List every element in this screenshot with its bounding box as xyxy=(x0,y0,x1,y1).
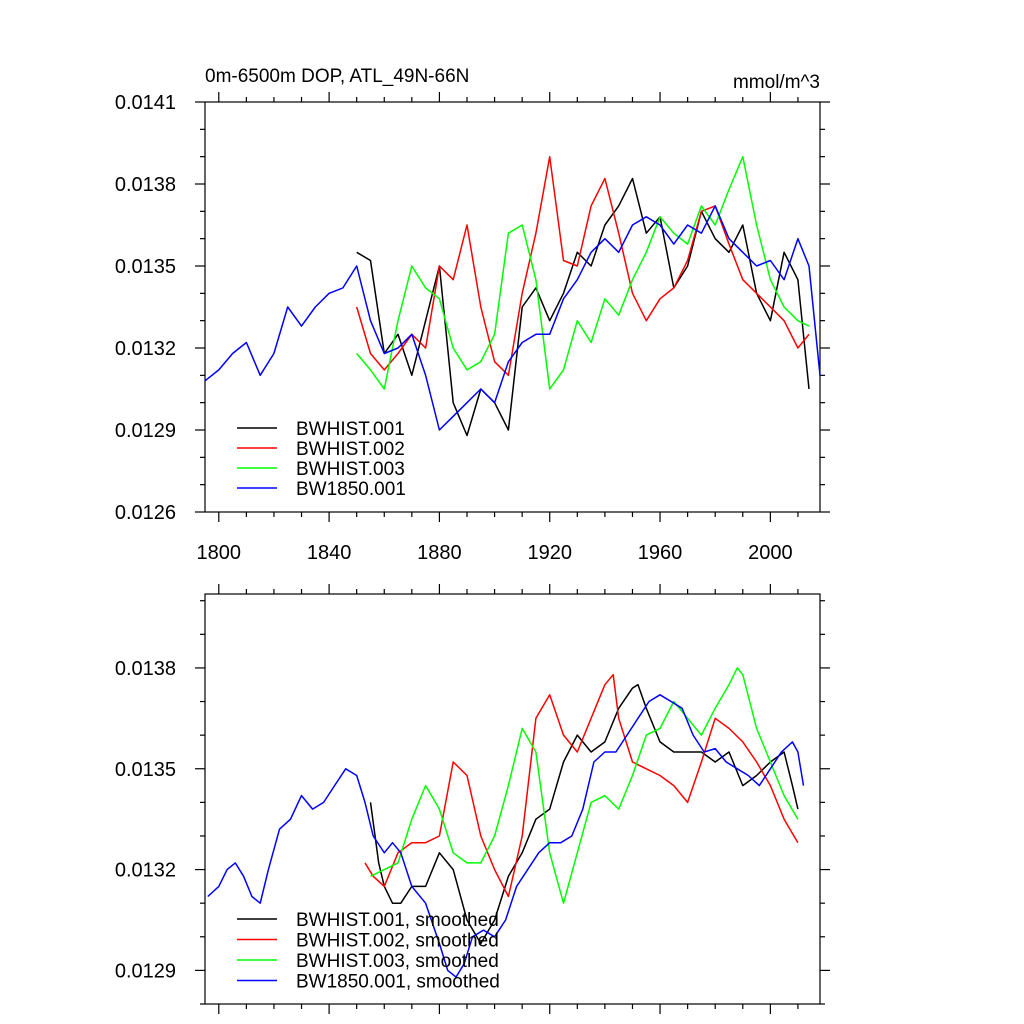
top-plot-frame xyxy=(204,101,821,513)
x-tick-label: 1920 xyxy=(527,542,572,564)
bottom-axes: 0.0129 0.0132 0.0135 0.0138 xyxy=(115,584,830,1014)
legend-label: BW1850.001 xyxy=(296,479,406,500)
series-line xyxy=(204,205,821,431)
x-tick-label: 1960 xyxy=(638,542,683,564)
x-tick-label: 2000 xyxy=(748,542,793,564)
top-axes: 1800 1840 1880 1920 1960 2000 0.0126 0.0129 0.01… xyxy=(115,92,830,564)
legend-label: BWHIST.001 xyxy=(296,419,405,440)
x-tick-label: 1800 xyxy=(197,542,242,564)
bottom-chart: 0.0129 0.0132 0.0135 0.0138 BWHIST.001, smo… xyxy=(115,584,830,1014)
legend-label: BWHIST.001, smoothed xyxy=(296,910,499,931)
series-line xyxy=(370,667,799,904)
legend-label: BWHIST.003 xyxy=(296,459,405,480)
series-line xyxy=(207,694,805,978)
series-line xyxy=(355,155,810,377)
top-chart-title: 0m-6500m DOP, ATL_49N-66N xyxy=(205,66,469,87)
legend-label: BW1850.001, smoothed xyxy=(296,972,500,993)
y-tick-label: 0.0132 xyxy=(115,338,176,360)
y-tick-label: 0.0129 xyxy=(115,420,176,442)
legend-label: BWHIST.002 xyxy=(296,439,405,460)
top-chart: 0m-6500m DOP, ATL_49N-66N mmol/m^3 1800 1… xyxy=(115,66,830,564)
y-tick-label: 0.0135 xyxy=(115,759,176,781)
y-tick-label: 0.0135 xyxy=(115,256,176,278)
y-tick-label: 0.0138 xyxy=(115,658,176,680)
bottom-series-lines xyxy=(207,667,805,978)
top-chart-units: mmol/m^3 xyxy=(733,72,820,93)
series-line xyxy=(364,673,799,898)
top-series-lines xyxy=(204,155,821,437)
y-tick-label: 0.0129 xyxy=(115,960,176,982)
y-tick-label: 0.0132 xyxy=(115,860,176,882)
bottom-plot-frame xyxy=(204,593,821,1005)
y-tick-label: 0.0141 xyxy=(115,92,176,114)
y-tick-label: 0.0126 xyxy=(115,502,176,524)
x-tick-label: 1840 xyxy=(307,542,352,564)
series-line xyxy=(369,683,799,945)
series-line xyxy=(356,155,810,390)
legend-label: BWHIST.002, smoothed xyxy=(296,931,499,952)
y-tick-label: 0.0138 xyxy=(115,174,176,196)
legend-label: BWHIST.003, smoothed xyxy=(296,951,499,972)
x-tick-label: 1880 xyxy=(417,542,462,564)
series-line xyxy=(356,177,810,437)
